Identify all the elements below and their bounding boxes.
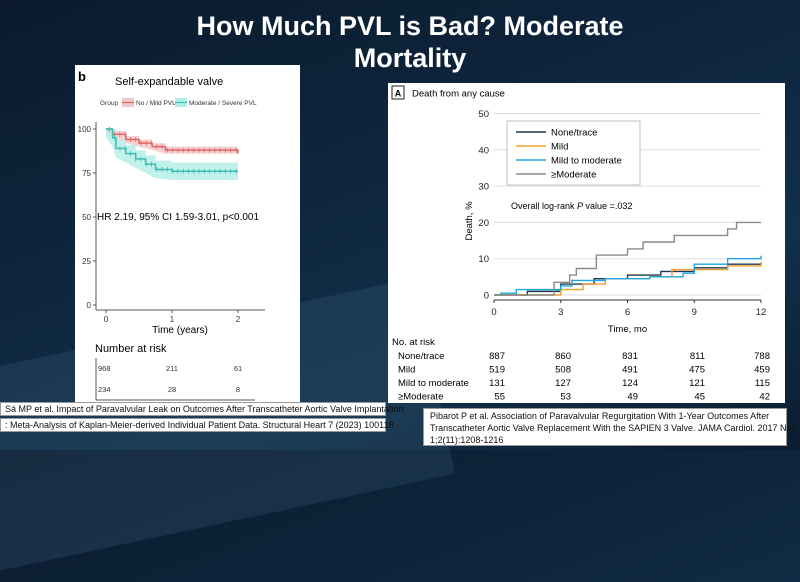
risk-row-label: Mild to moderate [398,378,469,389]
series-line-3 [494,221,761,296]
citation-right-line-3: 1;2(11):1208-1216 [430,435,504,445]
km-chart-death-any-cause: A Death from any cause 0 10 20 30 40 50 0 3 6 9 12 Ti… [391,85,770,403]
ci-band-1 [106,129,238,181]
x-tick-label: 6 [625,307,630,318]
risk-value: 811 [690,351,705,362]
x-tick-label: 0 [104,315,109,324]
risk-value: 121 [689,378,705,389]
y-tick-label: 50 [82,213,91,222]
risk-value: 234 [98,385,111,394]
risk-row-label: ≥Moderate [398,392,443,403]
legend-label-1: Mild [551,142,568,153]
title-line-2: Mortality [353,43,467,73]
risk-value: 45 [694,392,705,403]
y-tick-label: 25 [82,257,91,266]
panel-label: b [78,69,86,84]
risk-value: 124 [622,378,638,389]
risk-row-label: None/trace [398,351,444,362]
risk-value: 53 [560,392,571,403]
logrank-annotation: Overall log-rank P value =.032 [511,201,632,211]
y-tick-label: 0 [484,291,489,302]
risk-row-label: Mild [398,365,415,376]
x-axis-label: Time (years) [152,325,208,336]
risk-value: 115 [755,378,770,389]
y-tick-label: 40 [478,145,489,156]
x-tick-label: 12 [756,307,767,318]
risk-value: 42 [759,392,770,403]
x-axis-label: Time, mo [608,324,647,335]
risk-value: 211 [166,364,178,373]
slide-title: How Much PVL is Bad? Moderate Mortality [150,10,670,74]
risk-value: 8 [236,385,240,394]
panel-label: A [395,89,402,99]
left-figure-panel: b Self-expandable valve Group No / Mild PVL… [75,65,300,406]
y-tick-label: 50 [478,109,489,120]
risk-value: 831 [622,351,638,362]
x-tick-label: 0 [491,307,496,318]
hr-annotation: HR 2.19, 95% CI 1.59-3.01, p<0.001 [97,212,259,223]
citation-right-line-2: Transcatheter Aortic Valve Replacement W… [430,423,796,433]
right-figure-panel: A Death from any cause 0 10 20 30 40 50 0 3 6 9 12 Ti… [388,83,785,403]
annotation-part: Overall log-rank [511,201,577,211]
legend-label-1: Moderate / Severe PVL [189,100,257,107]
y-axis-label: Death, % [464,201,475,241]
y-tick-label: 100 [78,125,92,134]
legend-label-0: None/trace [551,128,597,139]
citation-left-1: Sá MP et al. Impact of Paravalvular Leak… [0,402,406,416]
citation-right-line-1: Pibarot P et al. Association of Paravalv… [430,411,770,421]
risk-value: 860 [555,351,571,362]
risk-table-title: Number at risk [95,343,167,355]
legend-label-2: Mild to moderate [551,156,622,167]
risk-value: 55 [494,392,505,403]
legend-label-0: No / Mild PVL [136,100,176,107]
risk-value: 968 [98,364,111,373]
legend-label-3: ≥Moderate [551,170,596,181]
y-tick-label: 10 [478,254,489,265]
risk-value: 61 [234,364,242,373]
panel-label-box [391,85,405,100]
x-tick-label: 3 [558,307,563,318]
risk-value: 49 [627,392,638,403]
risk-value: 131 [489,378,505,389]
km-chart-self-expandable: b Self-expandable valve Group No / Mild PVL… [78,69,265,401]
risk-value: 519 [489,365,505,376]
y-tick-label: 30 [478,182,489,193]
risk-table-title: No. at risk [392,337,435,348]
risk-value: 508 [555,365,571,376]
legend-title: Group [100,100,118,107]
risk-value: 459 [754,365,770,376]
series-line-2 [494,255,762,296]
risk-value: 127 [555,378,571,389]
citation-left-2: : Meta-Analysis of Kaplan-Meier-derived … [0,418,394,432]
y-tick-label: 75 [82,169,91,178]
annotation-part: value =.032 [583,201,632,211]
risk-value: 788 [754,351,770,362]
risk-value: 887 [489,351,505,362]
risk-value: 28 [168,385,176,394]
risk-value: 491 [622,365,638,376]
x-tick-label: 9 [692,307,697,318]
y-tick-label: 20 [478,218,489,229]
risk-value: 475 [689,365,705,376]
chart-title: Self-expandable valve [115,76,223,88]
x-tick-label: 2 [236,315,241,324]
annotation-part: P [577,201,583,211]
title-line-1: How Much PVL is Bad? Moderate [196,11,624,41]
x-tick-label: 1 [170,315,175,324]
chart-title: Death from any cause [412,89,505,100]
y-tick-label: 0 [87,301,92,310]
citation-right: Pibarot P et al. Association of Paravalv… [423,408,796,446]
